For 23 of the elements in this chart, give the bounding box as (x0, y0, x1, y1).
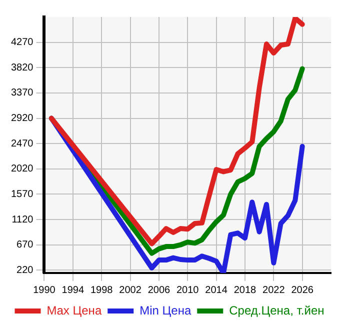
x-tick-label: 2002 (119, 284, 142, 296)
x-tick-label: 1998 (90, 284, 114, 296)
legend-label: Max Цена (46, 303, 102, 318)
x-tick-label: 1994 (62, 284, 84, 296)
y-tick-label: 670 (16, 240, 34, 251)
x-tick-label: 1990 (33, 284, 56, 296)
y-tick-label: 2020 (10, 164, 34, 175)
legend-label: Сред.Цена, т.йен (229, 303, 324, 318)
y-tick-label: 220 (16, 264, 34, 276)
y-tick-label: 1570 (10, 188, 34, 200)
y-tick-label: 2470 (10, 138, 34, 150)
y-tick-label: 4270 (10, 37, 34, 48)
x-tick-label: 2018 (234, 284, 257, 296)
x-tick-label: 2026 (291, 284, 314, 296)
y-tick-label: 1120 (12, 214, 34, 226)
legend-label: Min Цена (140, 303, 192, 318)
y-tick-label: 3370 (10, 88, 34, 99)
y-tick-label: 2920 (10, 113, 34, 124)
x-tick-label: 2010 (176, 284, 200, 296)
y-tick-label: 3820 (10, 62, 34, 74)
x-tick-label: 2014 (205, 284, 228, 296)
x-tick-label: 2022 (262, 284, 286, 296)
x-tick-label: 2006 (148, 284, 171, 296)
